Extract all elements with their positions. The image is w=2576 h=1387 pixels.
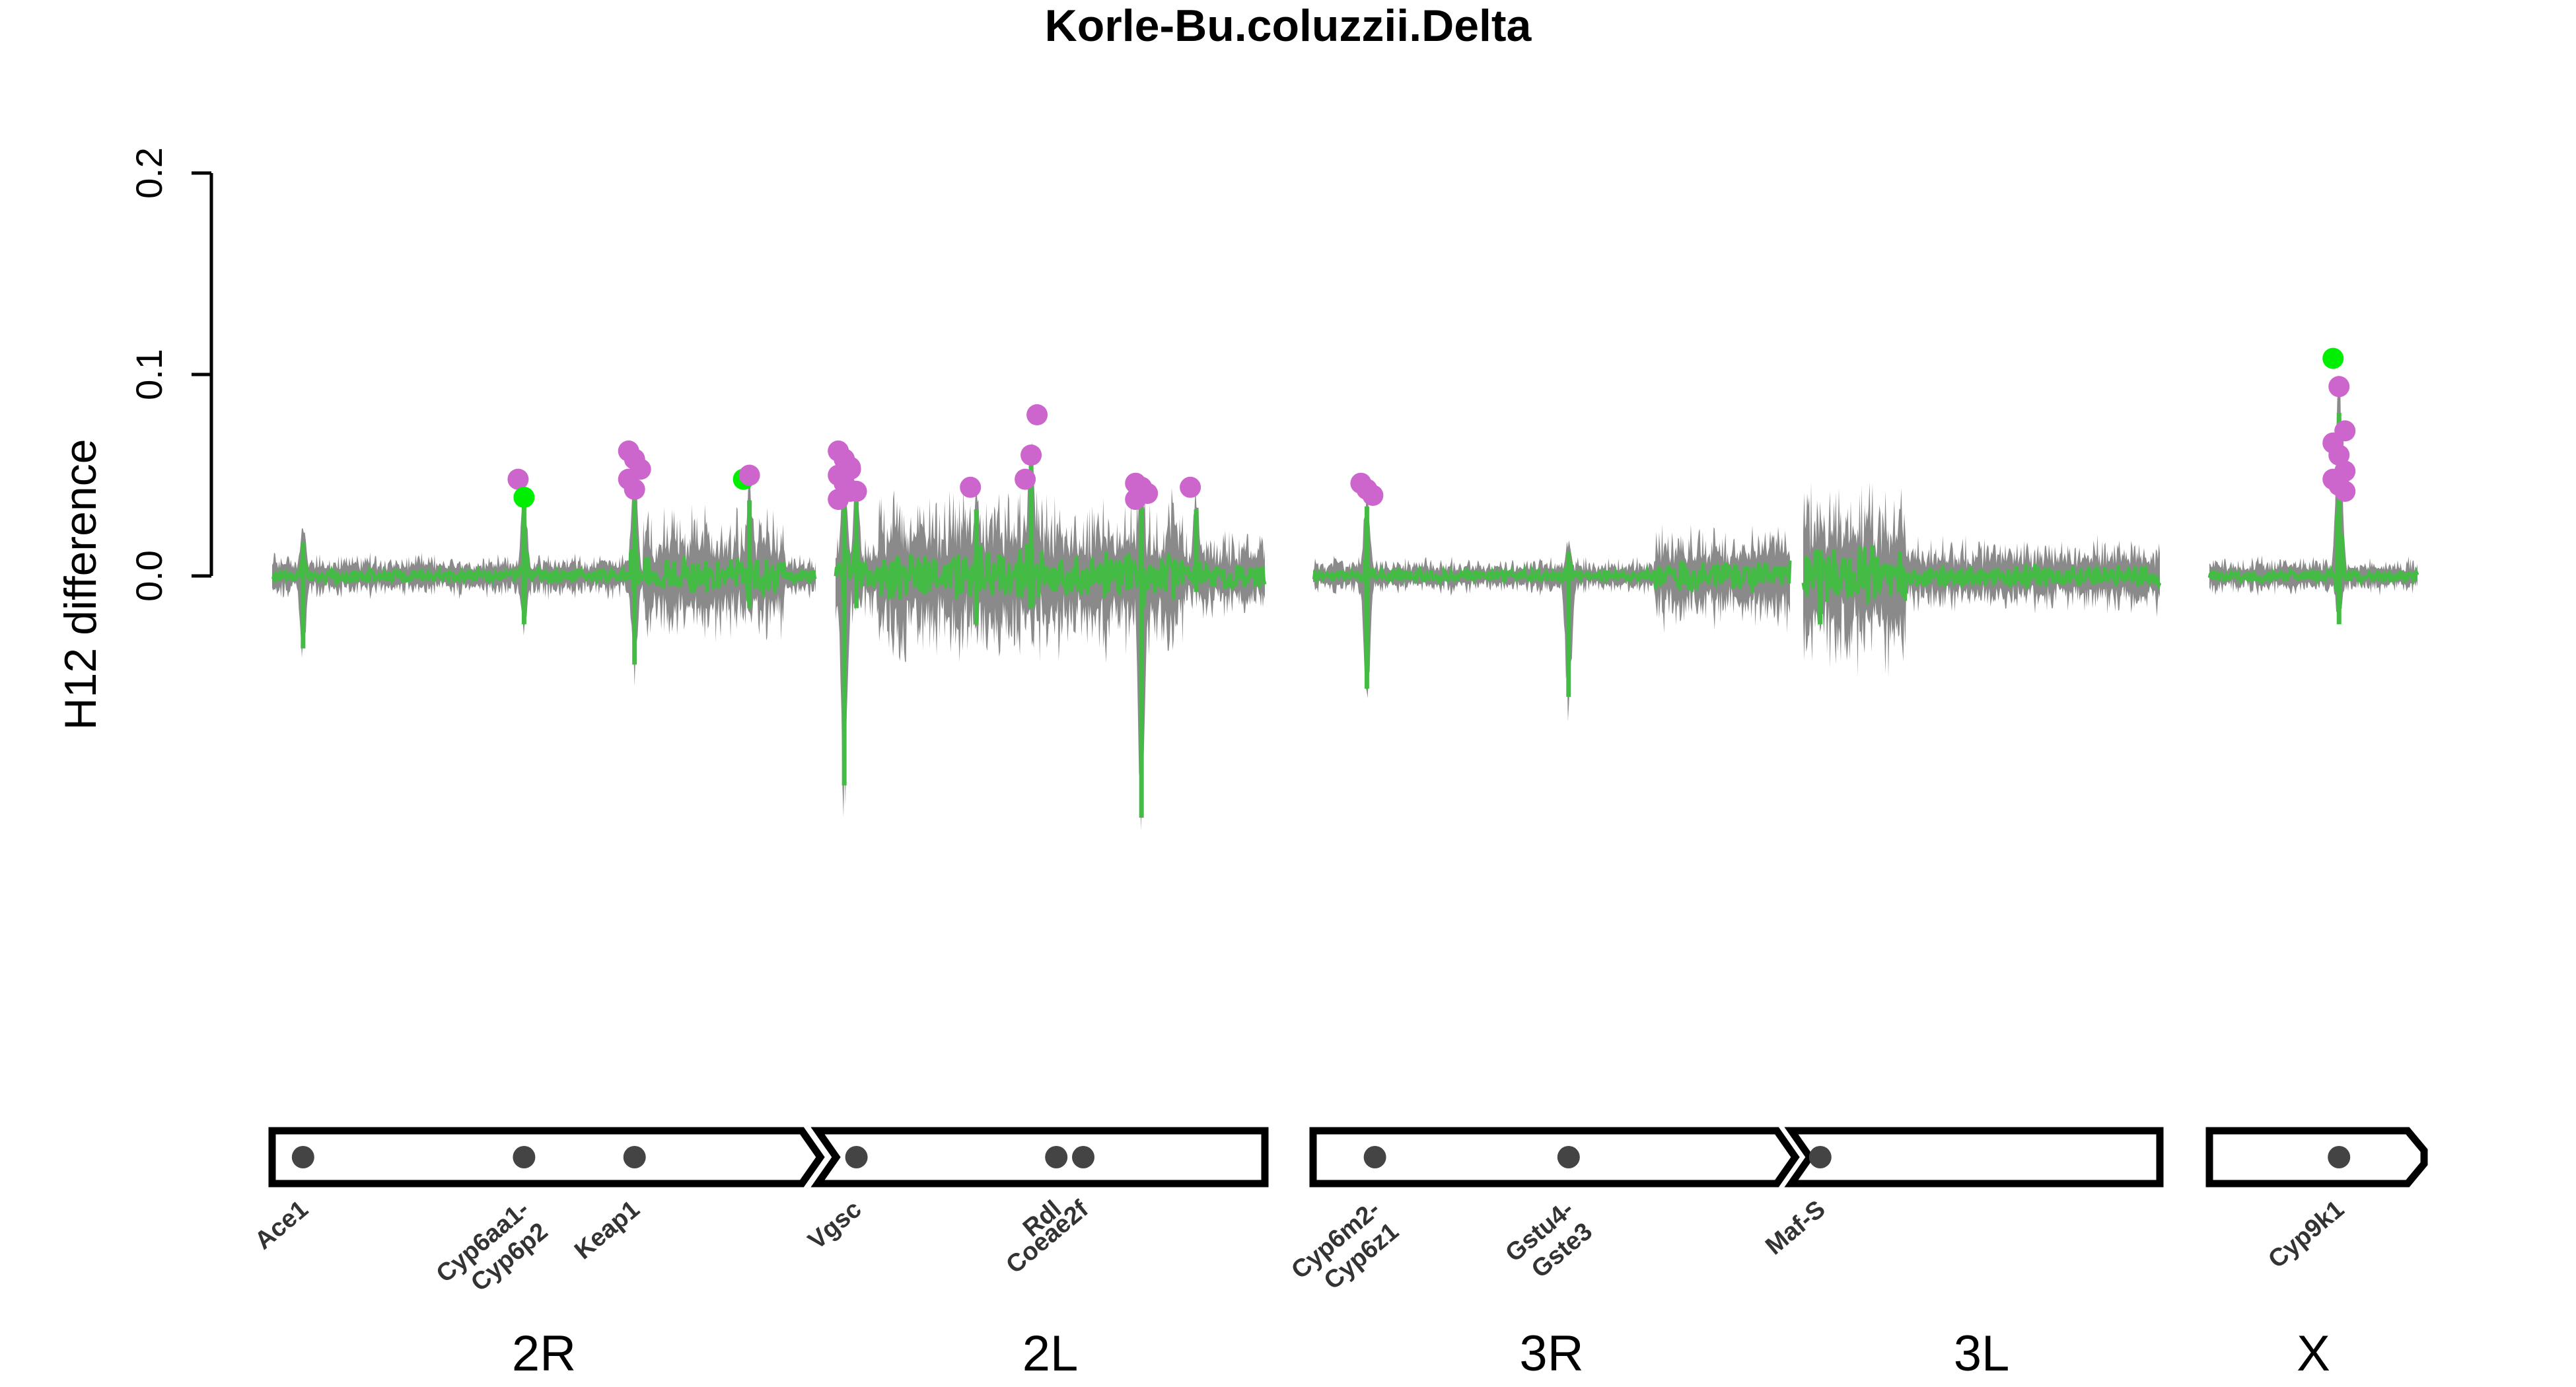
y-tick-label: 0.2	[128, 147, 170, 199]
gene-label: Vgsc	[803, 1195, 867, 1256]
noise-band-2l	[836, 443, 1265, 831]
gene-dot	[845, 1146, 868, 1168]
y-tick-label: 0.0	[128, 550, 170, 602]
ideogram-x	[2205, 1127, 2428, 1188]
ideogram-3r	[1309, 1127, 1800, 1188]
gene-label: Keap1	[569, 1195, 645, 1265]
gene-label-line: Maf-S	[1760, 1195, 1830, 1261]
ideogram-2l	[810, 1127, 1269, 1188]
peak-point	[828, 489, 849, 511]
gene-dot	[2328, 1146, 2351, 1168]
chromosome-ideogram	[268, 1127, 2428, 1188]
gene-label: Cyp6aa1-Cyp6p2	[431, 1195, 554, 1311]
gene-dot	[623, 1146, 646, 1168]
y-axis-label: H12 difference	[55, 439, 106, 730]
gene-label: Maf-S	[1760, 1195, 1830, 1261]
peak-point	[1015, 468, 1036, 490]
peak-point	[1362, 485, 1384, 506]
chromosome-label-2r: 2R	[512, 1326, 576, 1382]
ideogram-3l	[1784, 1127, 2164, 1188]
y-tick-label: 0.1	[128, 349, 170, 400]
signal-line-3r	[1312, 546, 1792, 593]
gene-label: Cyp6m2-Cyp6z1	[1286, 1195, 1404, 1307]
signal-line-2l	[834, 530, 1267, 608]
gene-label-line: Keap1	[569, 1195, 645, 1265]
gene-label-line: Ace1	[250, 1195, 314, 1256]
peak-point	[1180, 476, 1201, 498]
peak-point	[1020, 445, 1042, 466]
gene-label: Gstu4-Gste3	[1500, 1195, 1597, 1290]
gene-label-line: Vgsc	[803, 1195, 867, 1256]
chromosome-label-3l: 3L	[1954, 1326, 2010, 1382]
gene-dot	[291, 1146, 314, 1168]
gene-dot	[1808, 1146, 1832, 1168]
signal-line-2r	[271, 535, 817, 602]
gene-dot	[513, 1146, 536, 1168]
peak-point	[1026, 404, 1048, 425]
y-axis: 0.0 0.1 0.2	[128, 147, 213, 602]
signal-line-3l	[1801, 545, 2162, 604]
chromosome-label-2l: 2L	[1022, 1326, 1079, 1382]
chromosome-labels: 2R 2L 3R 3L X	[512, 1326, 2330, 1382]
signal-line-x	[2207, 499, 2419, 609]
peak-point	[960, 476, 982, 498]
peak-points-layer	[507, 347, 2356, 511]
peak-point	[2334, 480, 2356, 502]
peak-point	[840, 458, 861, 480]
gene-label: Ace1	[250, 1195, 314, 1256]
peak-point	[2322, 347, 2344, 369]
peak-point	[1125, 489, 1147, 511]
peak-point	[513, 487, 535, 508]
permutation-noise-layer	[272, 374, 2417, 831]
noise-band-3r	[1313, 482, 1790, 722]
gene-dot	[1557, 1146, 1580, 1168]
ideogram-2r	[268, 1127, 825, 1188]
peak-point	[2328, 376, 2350, 398]
chromosome-label-3r: 3R	[1519, 1326, 1583, 1382]
gene-dot	[1363, 1146, 1386, 1168]
peak-point	[624, 478, 645, 500]
peak-point	[507, 468, 529, 490]
gene-label-line: Cyp9k1	[2263, 1195, 2349, 1274]
peak-point	[2328, 445, 2350, 466]
observed-signal-layer	[271, 412, 2419, 818]
chromosome-label-x: X	[2297, 1326, 2330, 1382]
gene-dot	[1072, 1146, 1094, 1168]
peak-point	[738, 464, 760, 486]
peak-point	[845, 480, 867, 502]
noise-band-x	[2209, 374, 2417, 625]
gene-label: Cyp9k1	[2263, 1195, 2349, 1274]
chart-title: Korle-Bu.coluzzii.Delta	[1045, 1, 1532, 51]
gene-dot	[1045, 1146, 1068, 1168]
